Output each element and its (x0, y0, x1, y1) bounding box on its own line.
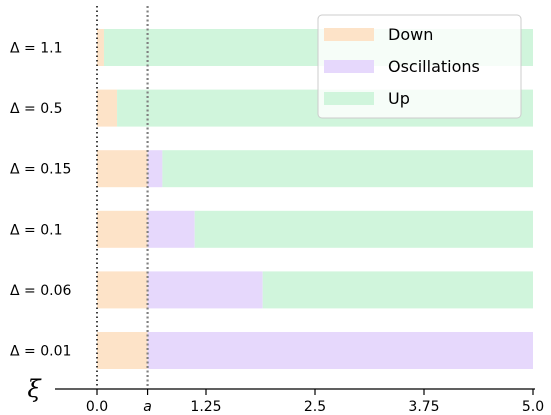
x-tick-label: 1.25 (190, 399, 221, 415)
x-tick-label: 2.5 (304, 399, 326, 415)
bar-down-row-4 (97, 210, 148, 248)
legend-label-oscillations: Oscillations (388, 57, 480, 76)
category-label: Δ = 0.5 (10, 101, 62, 117)
x-axis-title: ξ (27, 375, 42, 403)
bar-oscillations-row-4 (147, 210, 195, 248)
x-axis: 0.0 a 1.25 2.5 3.75 5.0 (55, 388, 544, 415)
category-label: Δ = 0.06 (10, 283, 71, 299)
legend-swatch-up (324, 92, 374, 105)
category-labels: Δ = 1.1 Δ = 0.5 Δ = 0.15 Δ = 0.1 Δ = 0.06 Δ =… (10, 41, 71, 360)
bars-layer (97, 29, 534, 369)
bar-down-row-6 (97, 332, 148, 369)
bar-down-row-3 (97, 150, 148, 188)
legend-swatch-down (324, 28, 374, 41)
legend-label-down: Down (388, 25, 433, 44)
bar-up-row-4 (194, 210, 533, 248)
bar-up-row-3 (162, 150, 533, 188)
bar-down-row-1 (97, 29, 104, 66)
bar-up-row-5 (262, 271, 533, 309)
x-tick-label: 0.0 (86, 399, 108, 415)
category-label: Δ = 1.1 (10, 41, 62, 57)
x-tick-label: 3.75 (408, 399, 439, 415)
bar-oscillations-row-6 (147, 332, 534, 369)
bar-oscillations-row-3 (147, 150, 163, 188)
bar-down-row-2 (97, 89, 118, 127)
legend: Down Oscillations Up (317, 14, 522, 119)
x-tick-label: a (143, 399, 152, 415)
legend-label-up: Up (388, 89, 410, 108)
x-tick-label: 5.0 (522, 399, 544, 415)
bar-oscillations-row-5 (147, 271, 263, 309)
reference-lines (96, 6, 149, 389)
bar-down-row-5 (97, 271, 148, 309)
category-label: Δ = 0.1 (10, 222, 62, 238)
category-label: Δ = 0.01 (10, 344, 71, 360)
category-label: Δ = 0.15 (10, 162, 71, 178)
legend-swatch-oscillations (324, 60, 374, 73)
